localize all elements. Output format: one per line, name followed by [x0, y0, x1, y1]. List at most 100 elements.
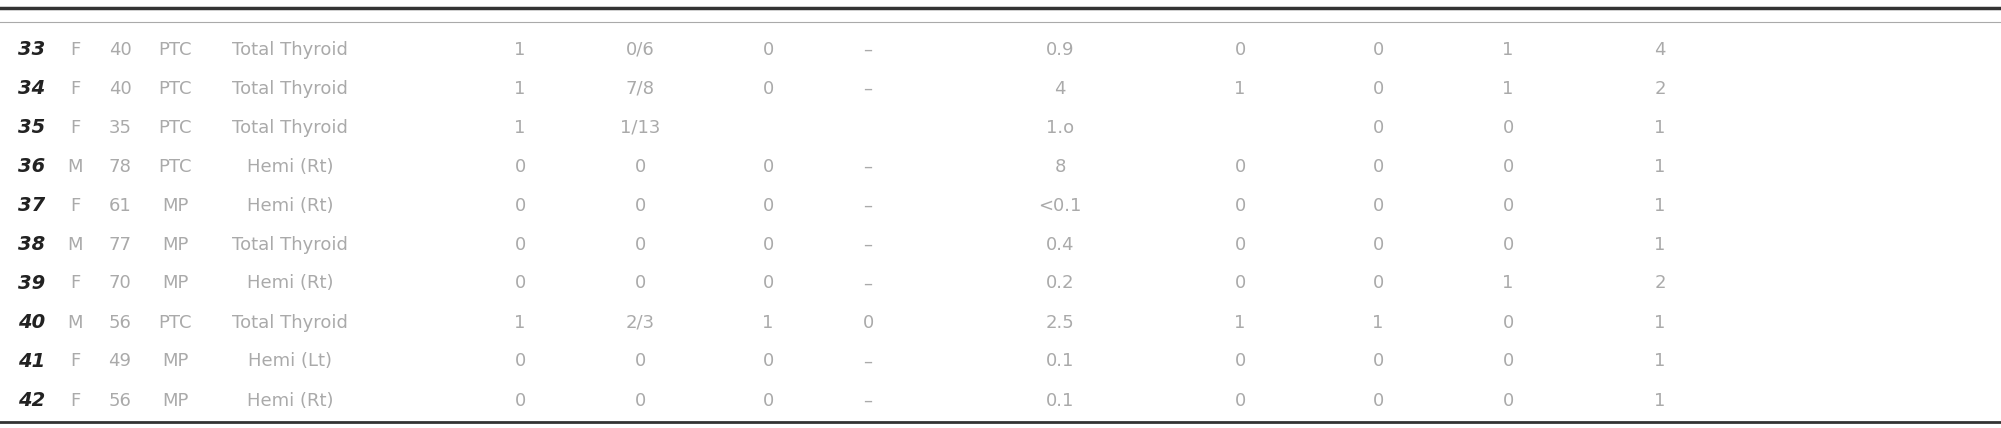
Text: 0.2: 0.2 [1047, 274, 1075, 292]
Text: 0: 0 [1373, 158, 1383, 175]
Text: 41: 41 [18, 352, 46, 371]
Text: 0: 0 [1373, 392, 1383, 410]
Text: 1: 1 [514, 313, 526, 332]
Text: 1: 1 [1373, 313, 1383, 332]
Text: –: – [864, 235, 872, 253]
Text: Hemi (Rt): Hemi (Rt) [246, 392, 334, 410]
Text: 33: 33 [18, 40, 46, 59]
Text: MP: MP [162, 353, 188, 371]
Text: 2: 2 [1655, 274, 1665, 292]
Text: 0: 0 [1373, 235, 1383, 253]
Text: 2.5: 2.5 [1047, 313, 1075, 332]
Text: 38: 38 [18, 235, 46, 254]
Text: –: – [864, 158, 872, 175]
Text: –: – [864, 392, 872, 410]
Text: –: – [864, 80, 872, 98]
Text: 49: 49 [108, 353, 132, 371]
Text: 0: 0 [1373, 274, 1383, 292]
Text: 1: 1 [1503, 80, 1513, 98]
Text: F: F [70, 80, 80, 98]
Text: PTC: PTC [158, 80, 192, 98]
Text: 2/3: 2/3 [626, 313, 654, 332]
Text: 0: 0 [1503, 119, 1513, 137]
Text: 1: 1 [1655, 392, 1665, 410]
Text: –: – [864, 41, 872, 59]
Text: 0.1: 0.1 [1047, 353, 1075, 371]
Text: 0: 0 [514, 392, 526, 410]
Text: 1: 1 [1655, 313, 1665, 332]
Text: 1/13: 1/13 [620, 119, 660, 137]
Text: 0: 0 [1503, 158, 1513, 175]
Text: 0: 0 [634, 392, 646, 410]
Text: F: F [70, 41, 80, 59]
Text: 0: 0 [634, 235, 646, 253]
Text: 0: 0 [1373, 119, 1383, 137]
Text: 70: 70 [108, 274, 132, 292]
Text: M: M [68, 235, 82, 253]
Text: 0: 0 [1235, 274, 1247, 292]
Text: MP: MP [162, 274, 188, 292]
Text: 40: 40 [108, 80, 132, 98]
Text: 0.4: 0.4 [1047, 235, 1075, 253]
Text: M: M [68, 313, 82, 332]
Text: 1.o: 1.o [1047, 119, 1075, 137]
Text: –: – [864, 353, 872, 371]
Text: 1: 1 [1655, 196, 1665, 214]
Text: <0.1: <0.1 [1039, 196, 1083, 214]
Text: 8: 8 [1055, 158, 1067, 175]
Text: 37: 37 [18, 196, 46, 215]
Text: 78: 78 [108, 158, 132, 175]
Text: 0: 0 [514, 196, 526, 214]
Text: 7/8: 7/8 [626, 80, 654, 98]
Text: 36: 36 [18, 157, 46, 176]
Text: 1: 1 [514, 119, 526, 137]
Text: 0: 0 [634, 353, 646, 371]
Text: 1: 1 [1655, 119, 1665, 137]
Text: 0: 0 [1503, 235, 1513, 253]
Text: PTC: PTC [158, 41, 192, 59]
Text: Total Thyroid: Total Thyroid [232, 41, 348, 59]
Text: 0: 0 [1373, 196, 1383, 214]
Text: 0: 0 [762, 235, 774, 253]
Text: 1: 1 [514, 80, 526, 98]
Text: 1: 1 [1655, 158, 1665, 175]
Text: 0: 0 [762, 392, 774, 410]
Text: 0: 0 [862, 313, 874, 332]
Text: 0: 0 [762, 158, 774, 175]
Text: F: F [70, 274, 80, 292]
Text: MP: MP [162, 196, 188, 214]
Text: 56: 56 [108, 392, 132, 410]
Text: 40: 40 [108, 41, 132, 59]
Text: Total Thyroid: Total Thyroid [232, 235, 348, 253]
Text: 0.1: 0.1 [1047, 392, 1075, 410]
Text: 1: 1 [1235, 80, 1247, 98]
Text: 0: 0 [1373, 41, 1383, 59]
Text: 40: 40 [18, 313, 46, 332]
Text: 0: 0 [634, 274, 646, 292]
Text: 0/6: 0/6 [626, 41, 654, 59]
Text: 0: 0 [762, 274, 774, 292]
Text: 0: 0 [762, 353, 774, 371]
Text: Total Thyroid: Total Thyroid [232, 313, 348, 332]
Text: 1: 1 [514, 41, 526, 59]
Text: PTC: PTC [158, 119, 192, 137]
Text: 1: 1 [1235, 313, 1247, 332]
Text: 1: 1 [1503, 41, 1513, 59]
Text: 0: 0 [514, 274, 526, 292]
Text: 77: 77 [108, 235, 132, 253]
Text: 0: 0 [514, 235, 526, 253]
Text: 0: 0 [762, 41, 774, 59]
Text: 0: 0 [514, 353, 526, 371]
Text: 0: 0 [634, 196, 646, 214]
Text: Hemi (Rt): Hemi (Rt) [246, 158, 334, 175]
Text: Total Thyroid: Total Thyroid [232, 119, 348, 137]
Text: F: F [70, 392, 80, 410]
Text: 0: 0 [1235, 353, 1247, 371]
Text: 42: 42 [18, 391, 46, 410]
Text: 0: 0 [1503, 392, 1513, 410]
Text: Hemi (Lt): Hemi (Lt) [248, 353, 332, 371]
Text: Hemi (Rt): Hemi (Rt) [246, 274, 334, 292]
Text: F: F [70, 353, 80, 371]
Text: 34: 34 [18, 79, 46, 98]
Text: 0: 0 [1503, 353, 1513, 371]
